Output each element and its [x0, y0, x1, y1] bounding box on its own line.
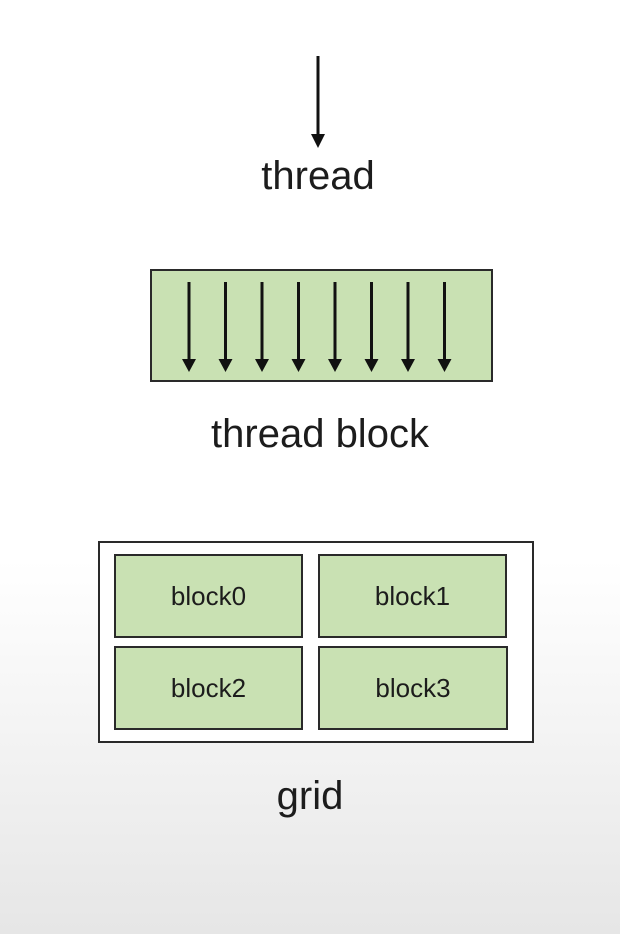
thread-arrow-4	[328, 282, 342, 372]
thread-block-box	[150, 269, 493, 382]
thread-block-arrows	[182, 282, 452, 372]
grid-block-2: block2	[114, 646, 303, 730]
thread-label: thread	[261, 154, 375, 198]
thread-arrow-7	[437, 282, 452, 372]
grid-block-1: block1	[318, 554, 507, 638]
thread-arrow-icon	[311, 56, 325, 148]
thread-arrow-3	[291, 282, 306, 372]
grid-block-3: block3	[318, 646, 508, 730]
thread-arrow-1	[218, 282, 233, 372]
thread-arrow-5	[364, 282, 379, 372]
grid-label: grid	[276, 774, 344, 818]
thread-arrow-0	[182, 282, 196, 372]
thread-block-label: thread block	[211, 412, 429, 456]
grid-box: block0 block1 block2 block3	[98, 541, 534, 743]
grid-block-0: block0	[114, 554, 303, 638]
thread-arrow-6	[401, 282, 415, 372]
thread-arrow-2	[255, 282, 269, 372]
